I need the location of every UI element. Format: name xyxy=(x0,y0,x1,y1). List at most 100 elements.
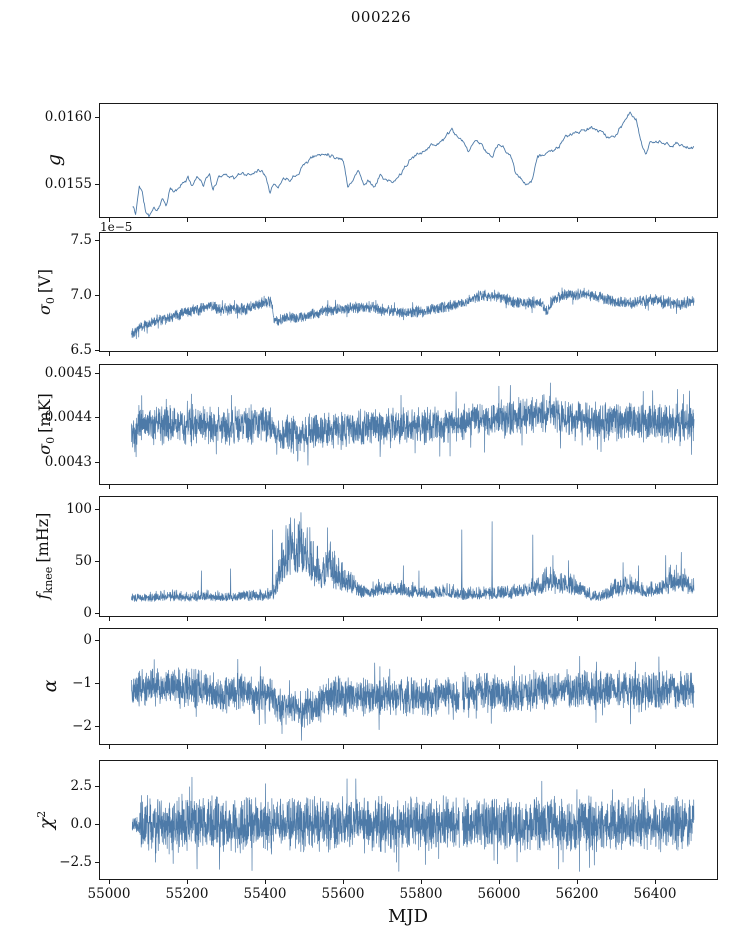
ylabel-fknee-sub: knee xyxy=(42,566,56,594)
x-tick xyxy=(577,617,578,621)
y-tick xyxy=(95,509,99,510)
panel-alpha xyxy=(99,628,718,745)
x-tick-label: 55800 xyxy=(399,886,443,902)
x-tick xyxy=(655,617,656,621)
y-tick-label: 7.5 xyxy=(70,232,92,248)
panel-sigma0-v xyxy=(99,232,718,352)
x-tick xyxy=(187,745,188,749)
x-tick xyxy=(343,218,344,222)
x-tick-label: 55200 xyxy=(165,886,209,902)
y-tick-label: −1 xyxy=(72,675,92,691)
x-tick xyxy=(655,745,656,749)
chart-title: 000226 xyxy=(350,8,412,26)
x-tick-label: 55400 xyxy=(243,886,287,902)
panel-g xyxy=(99,103,718,218)
y-tick xyxy=(95,295,99,296)
plot-canvas-sigma0-v xyxy=(100,233,717,351)
plot-canvas-chi2 xyxy=(100,761,717,879)
panel-sigma0-mk xyxy=(99,364,718,485)
x-tick xyxy=(655,218,656,222)
y-tick xyxy=(95,240,99,241)
y-tick xyxy=(95,561,99,562)
x-tick xyxy=(343,880,344,884)
y-tick xyxy=(95,683,99,684)
ylabel-g: g xyxy=(43,154,65,166)
x-tick xyxy=(265,218,266,222)
y-tick xyxy=(95,726,99,727)
x-tick xyxy=(655,880,656,884)
y-tick-label: 0.0044 xyxy=(44,409,92,425)
x-tick xyxy=(421,485,422,489)
y-tick-label: 0.0043 xyxy=(44,454,92,470)
y-tick xyxy=(95,350,99,351)
x-tick xyxy=(577,218,578,222)
x-tick xyxy=(187,617,188,621)
x-tick xyxy=(109,617,110,621)
x-tick xyxy=(109,485,110,489)
x-tick xyxy=(265,352,266,356)
y-tick xyxy=(95,373,99,374)
x-tick xyxy=(577,880,578,884)
x-tick-label: 56400 xyxy=(633,886,677,902)
y-tick-label: 0 xyxy=(83,632,92,648)
panel-fknee xyxy=(99,496,718,617)
x-tick xyxy=(499,617,500,621)
y-tick xyxy=(95,117,99,118)
axis-offset-text: 1e−5 xyxy=(100,220,133,234)
x-tick xyxy=(265,485,266,489)
x-tick xyxy=(343,352,344,356)
x-tick xyxy=(343,617,344,621)
x-tick-label: 55600 xyxy=(321,886,365,902)
x-tick-label: 56200 xyxy=(555,886,599,902)
y-tick-label: −2 xyxy=(72,718,92,734)
y-tick xyxy=(95,862,99,863)
x-tick xyxy=(109,880,110,884)
x-tick xyxy=(421,617,422,621)
y-tick xyxy=(95,184,99,185)
ylabel-g-base: g xyxy=(43,153,65,167)
x-tick xyxy=(109,745,110,749)
panel-chi2 xyxy=(99,760,718,880)
x-tick xyxy=(499,880,500,884)
y-tick-label: 0.0045 xyxy=(44,365,92,381)
ylabel-sigma0-v-base: σ xyxy=(34,304,54,315)
plot-canvas-fknee xyxy=(100,497,717,616)
x-tick xyxy=(343,485,344,489)
ylabel-sigma0-mk-sub: 0 xyxy=(44,436,58,444)
plot-canvas-sigma0-mk xyxy=(100,365,717,484)
x-tick xyxy=(577,485,578,489)
y-tick-label: 100 xyxy=(66,501,92,517)
y-tick xyxy=(95,786,99,787)
y-tick-label: 2.5 xyxy=(70,778,92,794)
y-tick xyxy=(95,613,99,614)
y-tick-label: 7.0 xyxy=(70,287,92,303)
x-tick xyxy=(343,745,344,749)
x-tick xyxy=(421,218,422,222)
y-tick-label: 0.0 xyxy=(70,816,92,832)
x-tick xyxy=(187,218,188,222)
x-tick xyxy=(421,352,422,356)
x-tick xyxy=(655,485,656,489)
x-tick xyxy=(499,485,500,489)
x-tick xyxy=(187,880,188,884)
x-tick xyxy=(577,352,578,356)
x-tick xyxy=(187,485,188,489)
y-tick xyxy=(95,417,99,418)
x-tick xyxy=(187,352,188,356)
plot-canvas-g xyxy=(100,104,717,217)
x-tick xyxy=(265,880,266,884)
x-tick xyxy=(421,745,422,749)
x-tick xyxy=(499,745,500,749)
xlabel: MJD xyxy=(387,906,429,927)
y-tick-label: 0.0160 xyxy=(44,109,92,125)
x-tick xyxy=(109,218,110,222)
y-tick-label: 0 xyxy=(83,605,92,621)
ylabel-fknee-base: f xyxy=(32,593,52,600)
y-tick xyxy=(95,824,99,825)
plot-canvas-alpha xyxy=(100,629,717,744)
x-tick xyxy=(265,745,266,749)
x-tick xyxy=(499,218,500,222)
x-tick xyxy=(655,352,656,356)
y-tick xyxy=(95,640,99,641)
